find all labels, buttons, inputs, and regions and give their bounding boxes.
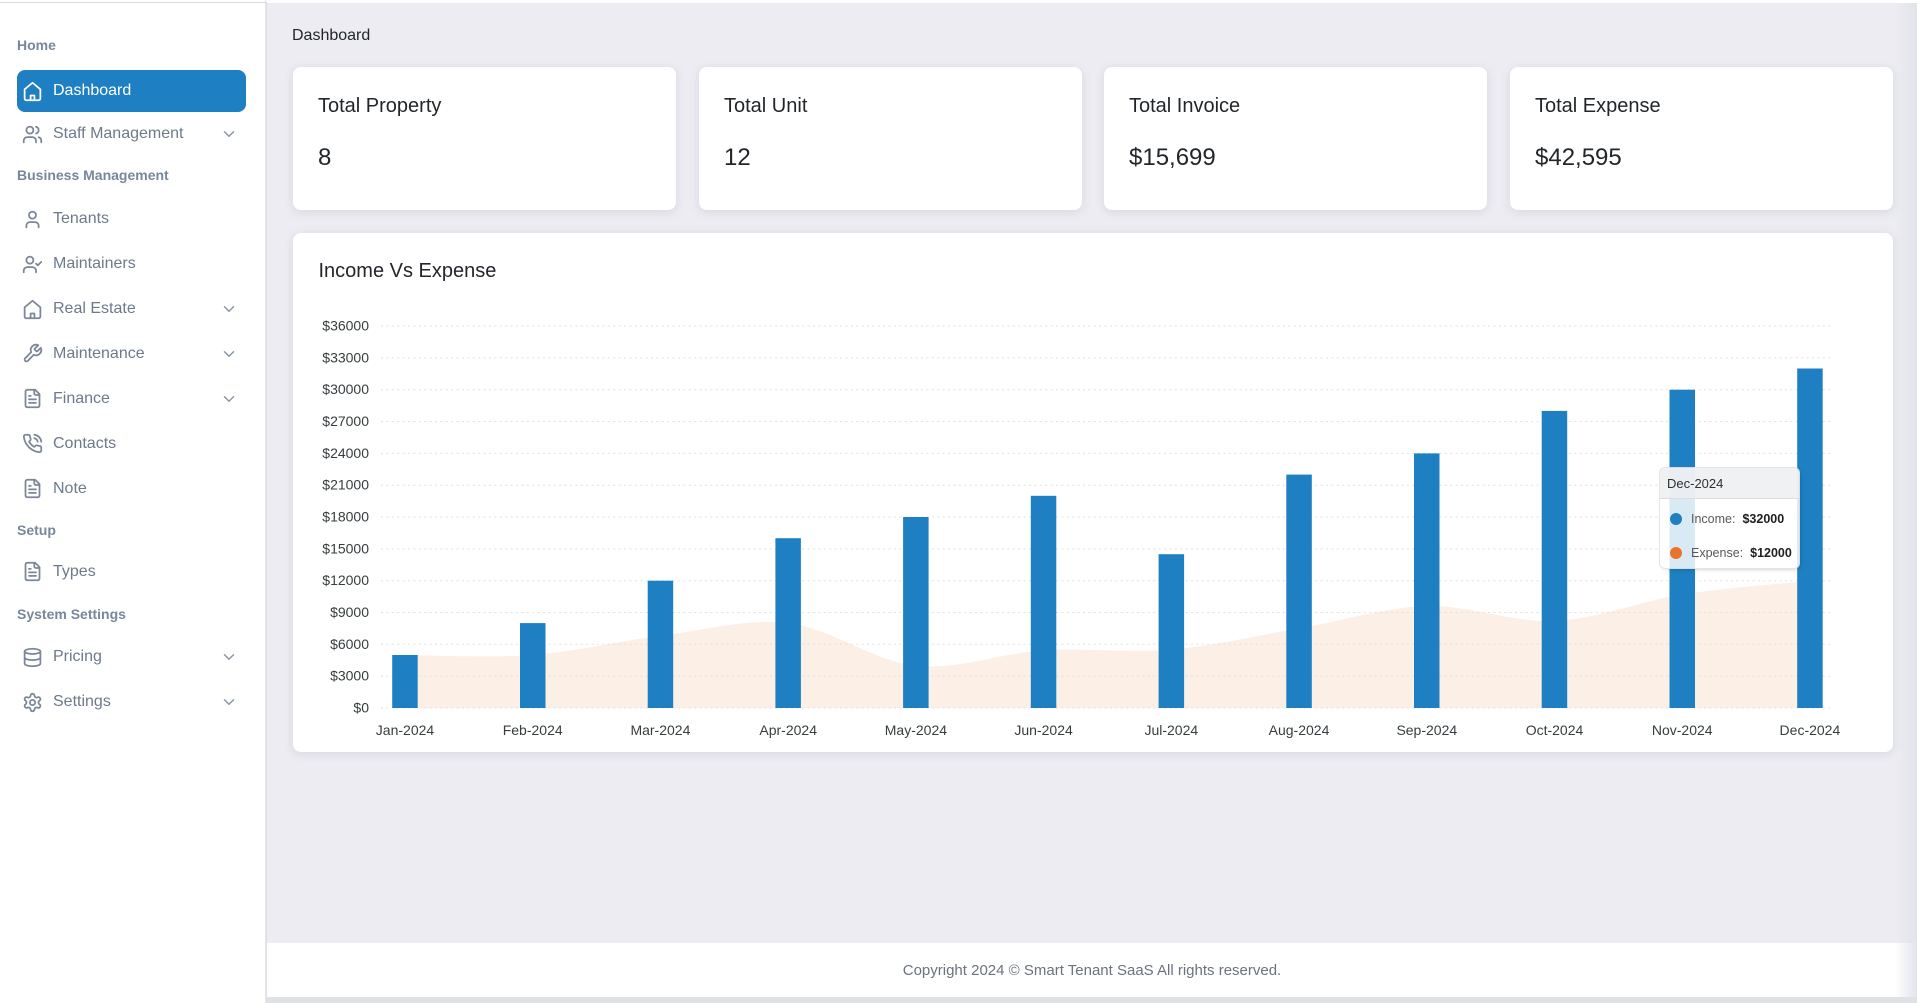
svg-text:$36000: $36000 <box>322 318 369 334</box>
svg-text:Jul-2024: Jul-2024 <box>1144 722 1198 738</box>
svg-text:Apr-2024: Apr-2024 <box>759 722 817 738</box>
svg-text:May-2024: May-2024 <box>885 722 947 738</box>
svg-text:$27000: $27000 <box>322 413 369 429</box>
svg-text:Jun-2024: Jun-2024 <box>1014 722 1073 738</box>
svg-text:$18000: $18000 <box>322 509 369 525</box>
svg-text:$6000: $6000 <box>330 636 369 652</box>
svg-text:Mar-2024: Mar-2024 <box>630 722 690 738</box>
svg-text:$21000: $21000 <box>322 477 369 493</box>
svg-text:$15000: $15000 <box>322 540 369 556</box>
svg-text:Oct-2024: Oct-2024 <box>1526 722 1584 738</box>
svg-text:Feb-2024: Feb-2024 <box>503 722 563 738</box>
svg-text:$24000: $24000 <box>322 445 369 461</box>
svg-text:$3000: $3000 <box>330 668 369 684</box>
svg-text:Sep-2024: Sep-2024 <box>1396 722 1457 738</box>
svg-text:$30000: $30000 <box>322 381 369 397</box>
svg-text:$0: $0 <box>353 700 369 716</box>
svg-text:$9000: $9000 <box>330 604 369 620</box>
svg-text:$12000: $12000 <box>322 572 369 588</box>
svg-text:Aug-2024: Aug-2024 <box>1269 722 1330 738</box>
svg-text:$33000: $33000 <box>322 349 369 365</box>
svg-text:Dec-2024: Dec-2024 <box>1780 722 1841 738</box>
svg-text:Nov-2024: Nov-2024 <box>1652 722 1713 738</box>
svg-text:Jan-2024: Jan-2024 <box>376 722 435 738</box>
